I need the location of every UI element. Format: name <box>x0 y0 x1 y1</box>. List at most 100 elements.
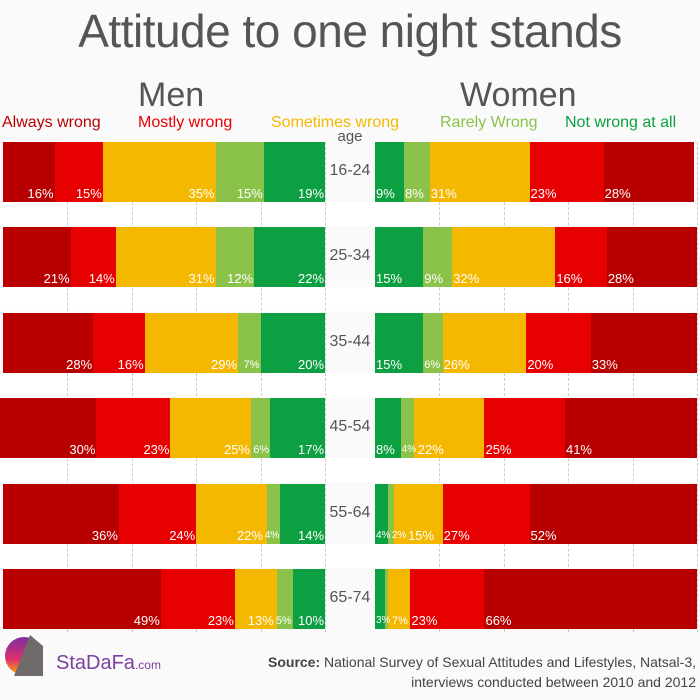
data-label: 22% <box>236 527 263 543</box>
row-gap <box>0 287 700 312</box>
men-bar-always-wrong <box>0 398 97 459</box>
men-bar-rarely-wrong <box>267 483 280 544</box>
women-bar-mostly-wrong <box>442 483 530 544</box>
age-label: 16-24 <box>329 162 371 179</box>
age-label: 55-64 <box>329 503 371 521</box>
gridline <box>568 142 570 632</box>
data-label: 12% <box>227 271 254 287</box>
men-bar-mostly-wrong <box>54 142 103 202</box>
data-label: 23% <box>411 613 438 628</box>
data-label: 4% <box>401 444 417 456</box>
data-label: 15% <box>408 527 435 543</box>
data-label: 16% <box>117 356 144 372</box>
data-label: 25% <box>485 442 512 458</box>
men-bar-not-wrong-at-all <box>263 142 325 202</box>
men-bar-sometimes-wrong <box>196 483 268 544</box>
data-label: 2% <box>392 529 407 541</box>
data-label: 6% <box>424 358 441 371</box>
women-bar-sometimes-wrong <box>413 398 485 459</box>
data-label: 14% <box>88 271 115 287</box>
women-heading: Women <box>460 76 577 114</box>
women-bar-rarely-wrong <box>387 483 395 544</box>
data-label: 15% <box>376 271 403 287</box>
data-label: 9% <box>376 186 395 201</box>
gridline <box>697 142 698 632</box>
data-label: 66% <box>485 613 512 628</box>
data-label: 15% <box>376 356 403 372</box>
women-bar-always-wrong <box>484 569 697 629</box>
women-bar-rarely-wrong <box>423 312 443 373</box>
men-heading: Men <box>138 76 205 114</box>
data-label: 14% <box>298 527 325 543</box>
women-bar-rarely-wrong <box>384 569 388 629</box>
data-label: 33% <box>591 356 618 372</box>
data-label: 4% <box>264 529 280 541</box>
age-header: age <box>337 128 363 145</box>
women-bar-sometimes-wrong <box>394 483 443 544</box>
data-label: 20% <box>298 356 325 372</box>
legend-always-wrong: Always wrong <box>2 114 101 131</box>
data-label: 7% <box>243 358 260 371</box>
women-bar-not-wrong-at-all <box>375 569 385 629</box>
women-bar-sometimes-wrong <box>452 227 556 288</box>
data-label: 28% <box>607 271 634 287</box>
women-bar-rarely-wrong <box>423 227 453 288</box>
men-bar-always-wrong <box>3 569 161 629</box>
data-label: 15% <box>75 186 102 201</box>
data-label: 36% <box>91 527 118 543</box>
men-bar-mostly-wrong <box>118 483 197 544</box>
data-label: 52% <box>530 527 557 543</box>
logo-suffix: .com <box>134 658 161 672</box>
stadafa-logo <box>5 635 43 676</box>
legend-mostly-wrong: Mostly wrong <box>138 114 233 131</box>
women-bar-sometimes-wrong <box>442 312 527 373</box>
legend-sometimes-wrong: Sometimes wrong <box>271 114 400 131</box>
men-bar-rarely-wrong <box>276 569 293 629</box>
men-bar-sometimes-wrong <box>144 312 239 373</box>
women-bar-not-wrong-at-all <box>375 398 401 459</box>
data-label: 5% <box>275 615 292 627</box>
data-label: 8% <box>404 186 424 201</box>
data-label: 31% <box>188 271 215 287</box>
data-label: 13% <box>247 613 274 628</box>
men-bar-mostly-wrong <box>96 398 171 459</box>
men-bar-rarely-wrong <box>250 398 271 459</box>
data-label: 22% <box>298 271 325 287</box>
data-label: 3% <box>376 615 391 626</box>
data-label: 20% <box>527 356 554 372</box>
women-bar-rarely-wrong <box>400 398 414 459</box>
men-bar-not-wrong-at-all <box>279 483 325 544</box>
men-bar-not-wrong-at-all <box>260 312 325 373</box>
women-bar-not-wrong-at-all <box>375 312 424 373</box>
men-bar-not-wrong-at-all <box>254 227 325 288</box>
gridline <box>325 142 326 632</box>
row-gap <box>0 372 700 397</box>
row-gap <box>0 543 700 568</box>
data-label: 27% <box>443 527 470 543</box>
men-bar-rarely-wrong <box>215 227 255 288</box>
data-label: 9% <box>424 271 444 287</box>
women-bar-always-wrong <box>606 227 697 288</box>
data-label: 23% <box>207 613 234 628</box>
source-label: Source: <box>268 654 321 670</box>
gridline <box>196 142 198 632</box>
row-gap <box>0 202 700 226</box>
data-label: 32% <box>453 271 480 287</box>
women-bar-not-wrong-at-all <box>375 142 404 202</box>
age-label: 65-74 <box>329 589 371 606</box>
men-bar-not-wrong-at-all <box>270 398 325 459</box>
logo-text: StaDaFa.com <box>56 652 161 675</box>
data-label: 23% <box>143 442 170 458</box>
women-bar-not-wrong-at-all <box>375 227 424 288</box>
women-bar-always-wrong <box>603 142 694 202</box>
gridline <box>260 142 262 632</box>
data-label: 21% <box>43 271 70 287</box>
men-bar-sometimes-wrong <box>170 398 251 459</box>
men-bar-sometimes-wrong <box>102 142 216 202</box>
women-bar-not-wrong-at-all <box>375 483 388 544</box>
men-bar-mostly-wrong <box>93 312 145 373</box>
gridline <box>131 142 133 632</box>
men-bar-sometimes-wrong <box>115 227 216 288</box>
chart-title: Attitude to one night stands <box>78 5 622 57</box>
